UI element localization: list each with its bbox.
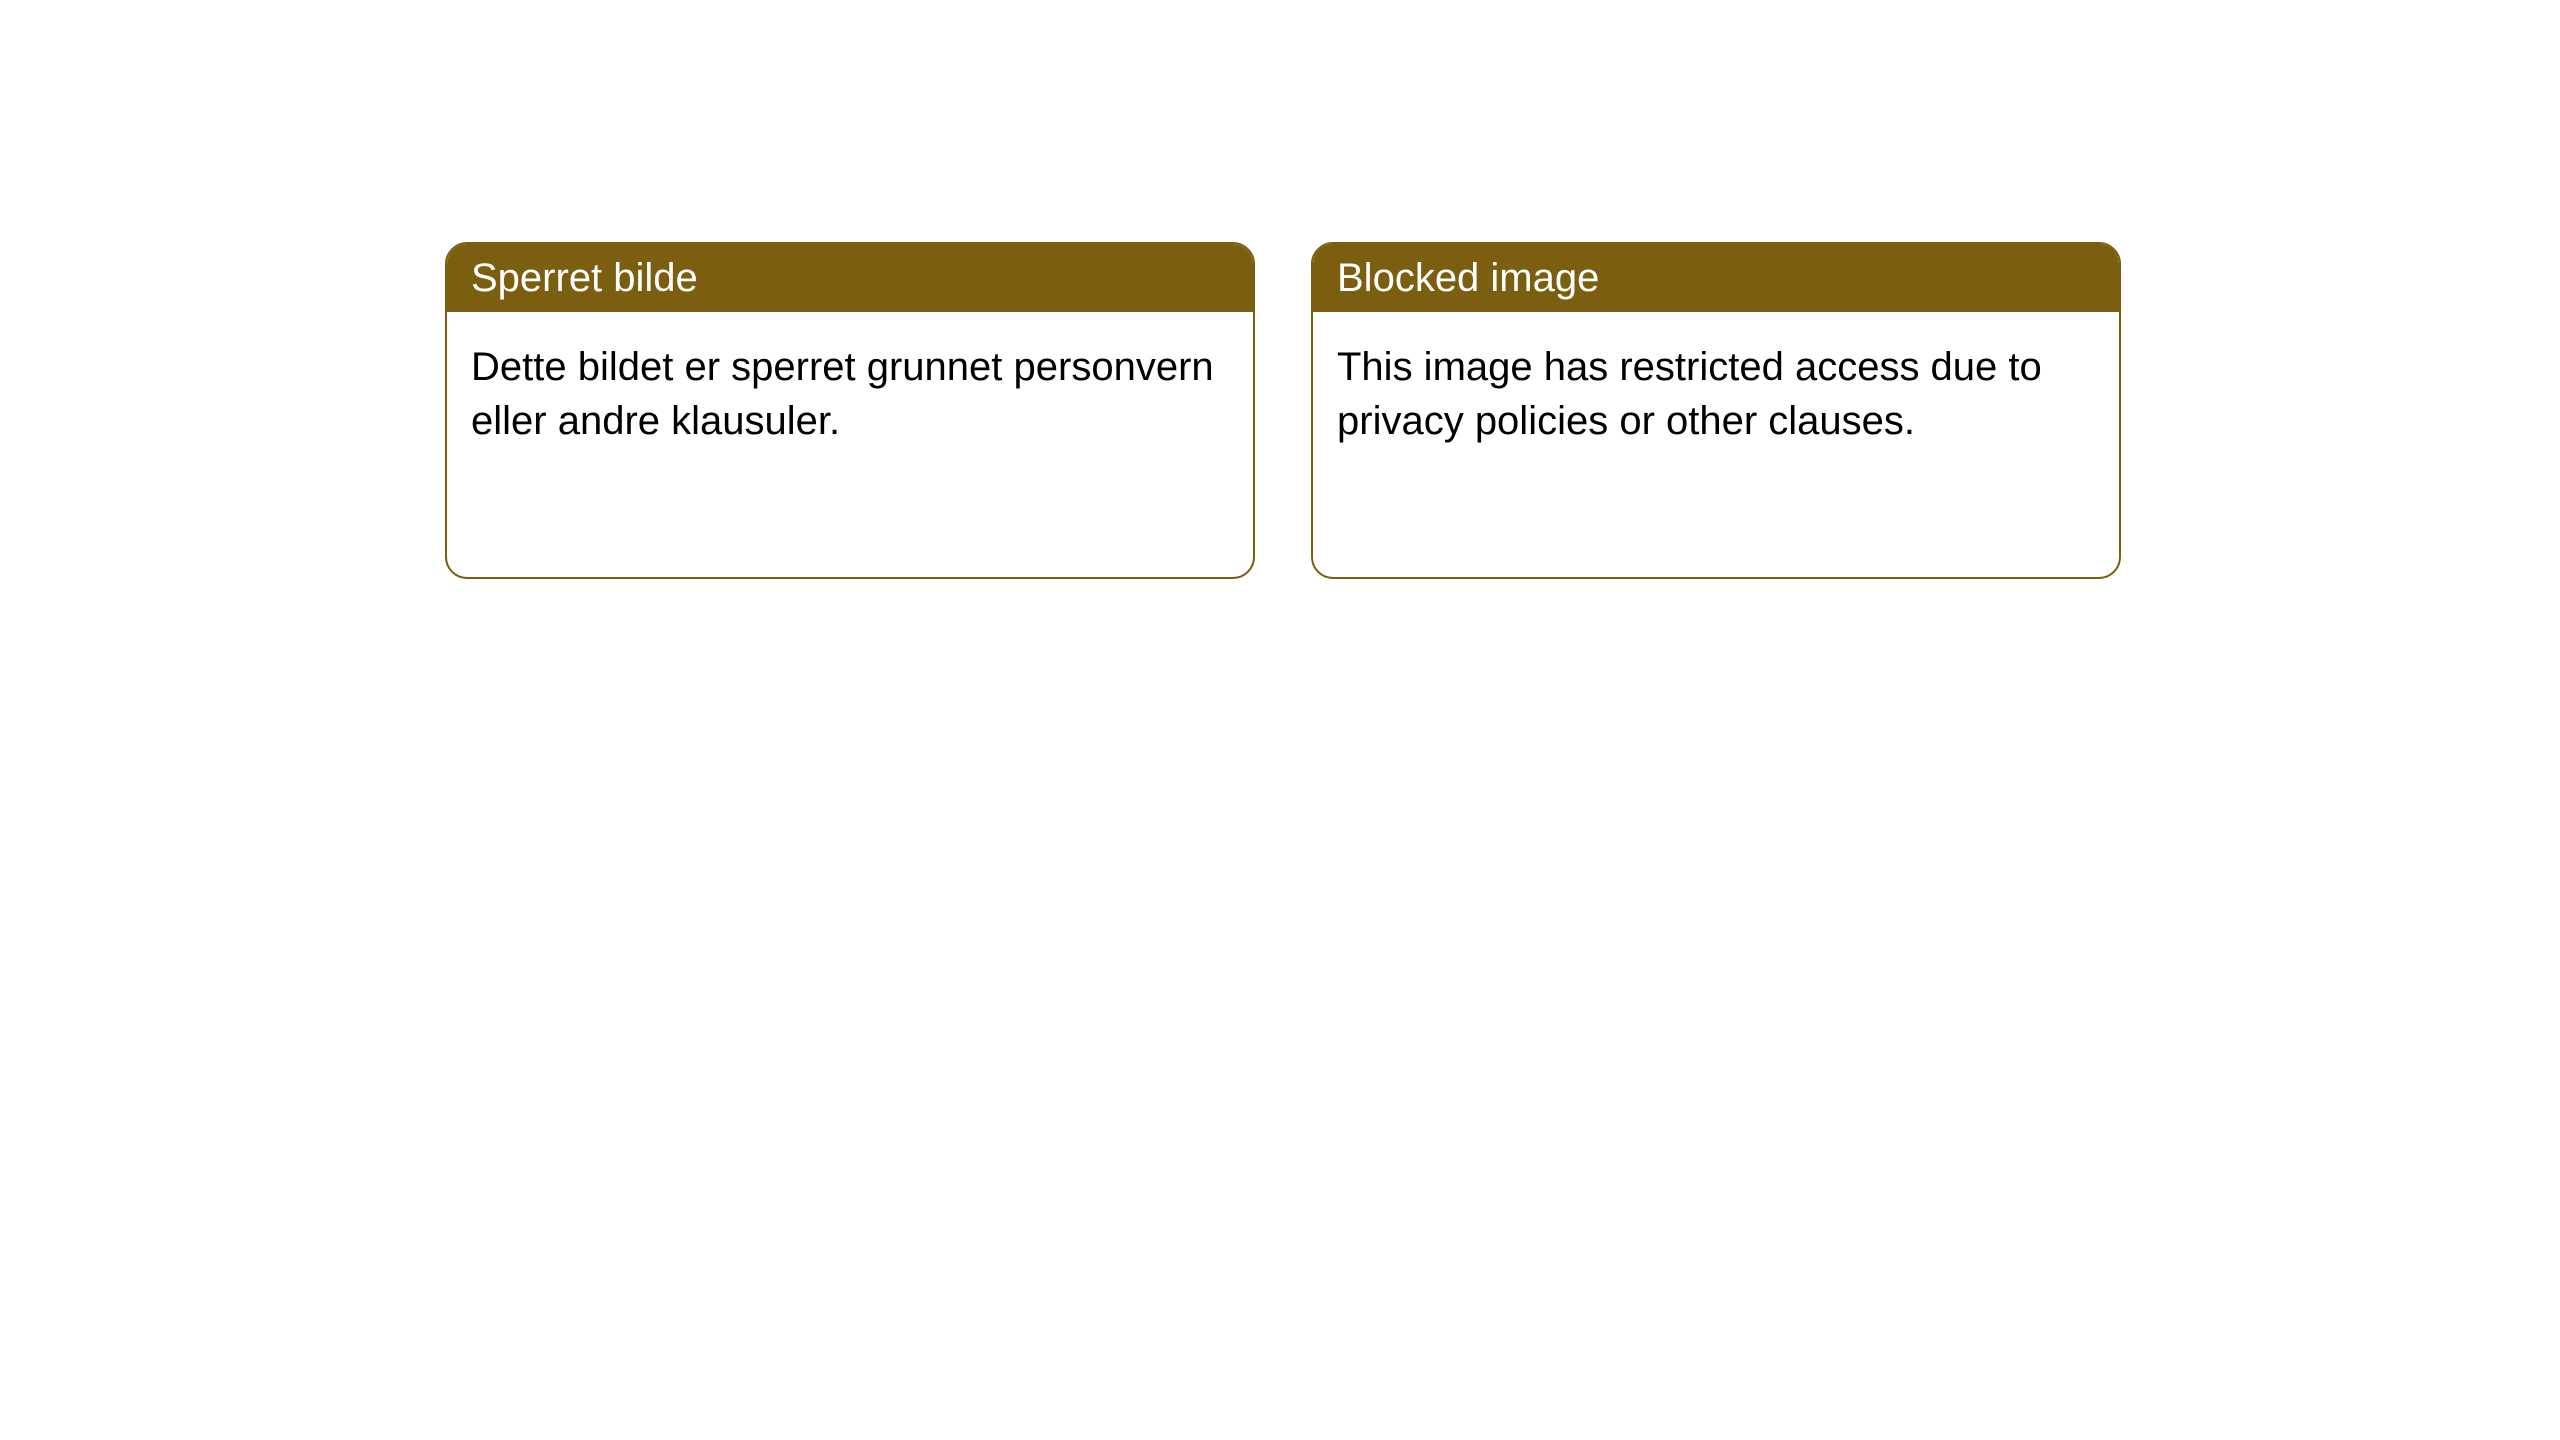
card-body-text: Dette bildet er sperret grunnet personve… [471,345,1214,443]
notice-container: Sperret bilde Dette bildet er sperret gr… [0,0,2560,579]
notice-card-norwegian: Sperret bilde Dette bildet er sperret gr… [445,242,1255,579]
card-body-text: This image has restricted access due to … [1337,345,2042,443]
card-header: Sperret bilde [447,244,1253,312]
card-title: Sperret bilde [471,256,698,300]
card-body: This image has restricted access due to … [1313,312,2119,472]
card-header: Blocked image [1313,244,2119,312]
card-body: Dette bildet er sperret grunnet personve… [447,312,1253,472]
card-title: Blocked image [1337,256,1599,300]
notice-card-english: Blocked image This image has restricted … [1311,242,2121,579]
